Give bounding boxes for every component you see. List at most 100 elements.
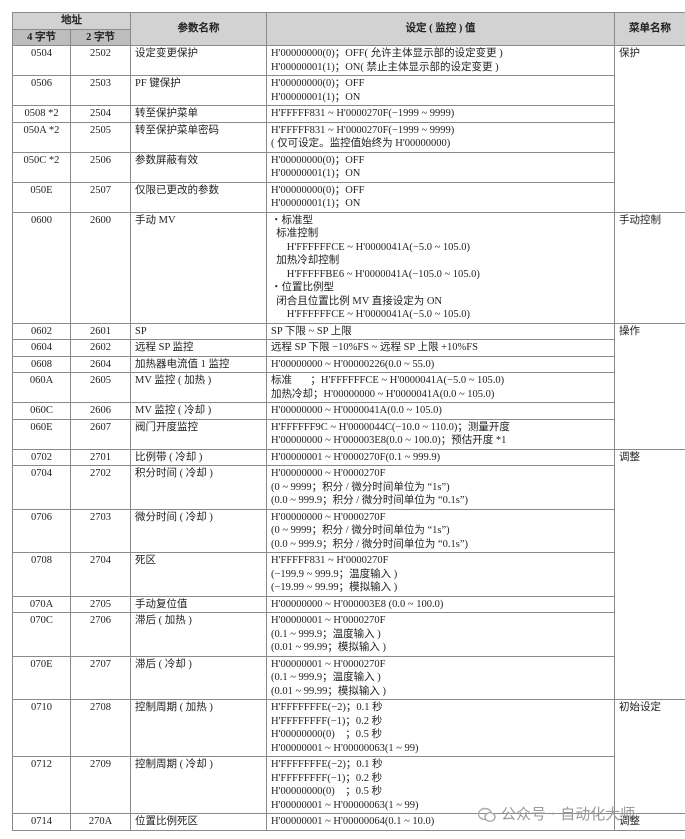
table-row: 070A 2705 手动复位值 H'00000000 ~ H'000003E8 (0.…: [12, 595, 685, 613]
header-cell: 参数名称: [130, 12, 267, 46]
parameter-name: 滞后 ( 加热 ): [130, 612, 267, 657]
value-line: (0 ~ 9999；积分 / 微分时间单位为 “1s”): [271, 481, 450, 493]
value-line: H'00000001 ~ H'0000270F: [271, 615, 386, 626]
table-row: 0602 2601 SP SP 下限 ~ SP 上限 操作: [12, 322, 685, 450]
value-line: ・标准型: [271, 214, 313, 226]
address-2byte: 2605: [70, 372, 131, 403]
value-line: H'00000000(0)；OFF: [271, 184, 365, 196]
address-4byte: 0704: [12, 465, 71, 510]
value-line: H'FFFFF831 ~ H'0000270F(−1999 ~ 9999): [271, 124, 455, 136]
address-4byte: 0604: [12, 339, 71, 357]
header-cell: 2 字节: [70, 28, 131, 46]
table-row: 070C 2706 滞后 ( 加热 ) H'00000001 ~ H'0000270F…: [12, 612, 685, 657]
value-line: H'00000000 ~ H'000003E8(0.0 ~ 100.0)；预估开…: [271, 435, 507, 446]
setting-value: H'00000000(0)；OFF H'00000001(1)；ON: [266, 151, 615, 183]
setting-value: H'00000000(0)；OFF H'00000001(1)；ON: [266, 181, 615, 213]
setting-value: H'FFFFFF9C ~ H'0000044C(−10.0 ~ 110.0)；测…: [266, 418, 615, 450]
value-line: (0 ~ 9999；积分 / 微分时间单位为 “1s”): [271, 525, 450, 536]
address-2byte: 2707: [70, 655, 131, 700]
value-line: H'00000000(0)；OFF: [271, 154, 365, 166]
table-row: 0604 2602 远程 SP 监控 远程 SP 下限 −10%FS ~ 远程 SP …: [12, 339, 685, 357]
address-2byte: 2505: [70, 121, 131, 153]
address-4byte: 0706: [12, 508, 71, 553]
value-line: H'00000001 ~ H'0000270F: [271, 658, 386, 670]
value-line: (0.1 ~ 999.9；温度输入 ): [271, 672, 381, 683]
value-line: H'FFFFFBE6 ~ H'0000041A(−105.0 ~ 105.0): [271, 268, 480, 280]
address-4byte: 050A *2: [12, 121, 71, 153]
value-line: H'00000001(1)；ON: [271, 168, 361, 179]
value-line: H'00000001(1)；ON: [271, 91, 361, 103]
table-row: 0600 2600 手动 MV ・标准型 标准控制 H'FFFFFFCE ~ H'00…: [12, 211, 685, 324]
setting-value: H'00000000 ~ H'00000226(0.0 ~ 55.0): [266, 355, 615, 373]
address-2byte: 2703: [70, 508, 131, 553]
table-row: 0608 2604 加热器电流值 1 监控 H'00000000 ~ H'000002…: [12, 355, 685, 373]
address-4byte: 0600: [12, 211, 71, 324]
setting-value: H'00000000 ~ H'0000270F (0 ~ 9999；积分 / 微分…: [266, 508, 615, 553]
table-row: 0702 2701 比例带 ( 冷却 ) H'00000001 ~ H'0000270…: [12, 448, 685, 700]
parameter-name: 手动 MV: [130, 211, 267, 324]
value-line: H'00000000 ~ H'0000041A(0.0 ~ 105.0): [271, 405, 442, 416]
value-line: H'00000000 ~ H'00000226(0.0 ~ 55.0): [271, 358, 435, 370]
address-2byte: 2604: [70, 355, 131, 373]
parameter-name: 位置比例死区: [130, 813, 267, 831]
value-line: H'00000001 ~ H'00000063(1 ~ 99): [271, 799, 419, 811]
parameter-name: 加热器电流值 1 监控: [130, 355, 267, 373]
value-line: (0.01 ~ 99.99；模拟输入 ): [271, 685, 387, 697]
table-row: 0708 2704 死区 H'FFFFF831 ~ H'0000270F (−199.9…: [12, 552, 685, 597]
address-2byte: 2702: [70, 465, 131, 510]
menu-name: 初始设定: [614, 699, 685, 814]
address-4byte: 050E: [12, 181, 71, 213]
value-line: H'FFFFF831 ~ H'0000270F(−1999 ~ 9999): [271, 108, 455, 119]
value-line: H'00000000 ~ H'0000270F: [271, 468, 386, 479]
parameter-name: 微分时间 ( 冷却 ): [130, 508, 267, 553]
address-4byte: 060C: [12, 402, 71, 420]
value-line: 加热冷却；H'00000000 ~ H'0000041A(0.0 ~ 105.0…: [271, 388, 495, 400]
setting-value: H'FFFFFFFE(−2)；0.1 秒 H'FFFFFFFF(−1)；0.2 秒…: [266, 699, 615, 757]
parameter-name: SP: [130, 322, 267, 340]
parameter-name: 死区: [130, 552, 267, 597]
value-line: (0.1 ~ 999.9；温度输入 ): [271, 628, 381, 640]
table-row: 060A 2605 MV 监控 ( 加热 ) 标准 ；H'FFFFFFCE ~ H'0…: [12, 372, 685, 403]
header-cell: 设定 ( 监控 ) 值: [266, 12, 615, 46]
setting-value: H'00000001 ~ H'00000064(0.1 ~ 10.0): [266, 813, 615, 831]
table-row: 050E 2507 仅限已更改的参数 H'00000000(0)；OFF H'00000…: [12, 181, 685, 213]
address-2byte: 2504: [70, 105, 131, 123]
value-line: 标准 ；H'FFFFFFCE ~ H'0000041A(−5.0 ~ 105.0…: [271, 375, 505, 386]
address-4byte: 0608: [12, 355, 71, 373]
address-4byte: 0702: [12, 448, 71, 466]
table-row: 050C *2 2506 参数屏蔽有效 H'00000000(0)；OFF H'0000…: [12, 151, 685, 183]
setting-value: H'00000000 ~ H'0000041A(0.0 ~ 105.0): [266, 402, 615, 420]
table-row: 070E 2707 滞后 ( 冷却 ) H'00000001 ~ H'0000270F…: [12, 655, 685, 700]
parameter-name: 比例带 ( 冷却 ): [130, 448, 267, 466]
value-line: H'00000001 ~ H'00000064(0.1 ~ 10.0): [271, 816, 435, 827]
value-line: H'FFFFFF9C ~ H'0000044C(−10.0 ~ 110.0)；测…: [271, 421, 510, 433]
value-line: H'FFFFFFFE(−2)；0.1 秒: [271, 702, 383, 713]
address-4byte: 070C: [12, 612, 71, 657]
address-2byte: 2701: [70, 448, 131, 466]
value-line: H'00000001(1)；ON( 禁止主体显示部的设定变更 ): [271, 61, 499, 73]
value-line: 闭合且位置比例 MV 直接设定为 ON: [271, 295, 443, 307]
header-cell: 4 字节: [12, 28, 71, 46]
parameter-name: 控制周期 ( 加热 ): [130, 699, 267, 757]
setting-value: H'FFFFFFFE(−2)；0.1 秒 H'FFFFFFFF(−1)；0.2 秒…: [266, 756, 615, 814]
value-line: H'FFFFF831 ~ H'0000270F: [271, 555, 389, 566]
setting-value: H'FFFFF831 ~ H'0000270F (−199.9 ~ 999.9；温…: [266, 552, 615, 597]
value-line: (−19.99 ~ 99.99；模拟输入 ): [271, 582, 398, 593]
parameter-table: 地址 参数名称 设定 ( 监控 ) 值 菜单名称 4 字节 2 字节 0504 2…: [12, 12, 685, 831]
value-line: H'00000001(1)；ON: [271, 198, 361, 209]
value-line: H'00000000(0) ；0.5 秒: [271, 786, 382, 797]
value-line: (−199.9 ~ 999.9；温度输入 ): [271, 568, 398, 580]
parameter-name: 设定变更保护: [130, 45, 267, 76]
header-cell: 地址: [12, 12, 131, 30]
parameter-name: 控制周期 ( 冷却 ): [130, 756, 267, 814]
parameter-name: 滞后 ( 冷却 ): [130, 655, 267, 700]
address-4byte: 0508 *2: [12, 105, 71, 123]
address-2byte: 2709: [70, 756, 131, 814]
menu-name: 调整: [614, 813, 685, 831]
value-line: H'FFFFFFFE(−2)；0.1 秒: [271, 759, 383, 770]
address-2byte: 2708: [70, 699, 131, 757]
setting-value: SP 下限 ~ SP 上限: [266, 322, 615, 340]
value-line: 标准控制: [271, 228, 319, 239]
